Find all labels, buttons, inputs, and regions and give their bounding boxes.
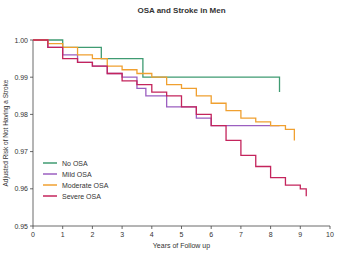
y-tick (30, 226, 33, 227)
x-tick-label: 7 (239, 231, 243, 238)
x-tick (270, 226, 271, 229)
y-tick-label: 1.00 (14, 37, 28, 44)
x-tick (122, 226, 123, 229)
y-axis (33, 40, 34, 226)
series-line (33, 40, 306, 196)
x-tick-label: 9 (298, 231, 302, 238)
legend: No OSA Mild OSA Moderate OSA Severe OSA (43, 160, 109, 200)
chart: OSA and Stroke in Men 0.95 0.96 0.97 0.98 0.9… (0, 0, 350, 255)
y-tick-label: 0.97 (14, 148, 28, 155)
legend-label: Moderate OSA (62, 182, 109, 189)
x-tick (211, 226, 212, 229)
y-tick (30, 40, 33, 41)
x-tick-label: 3 (120, 231, 124, 238)
x-tick-label: 6 (209, 231, 213, 238)
legend-swatch (43, 162, 57, 164)
legend-label: Severe OSA (62, 193, 101, 200)
x-tick (240, 226, 241, 229)
x-tick-label: 8 (269, 231, 273, 238)
y-tick (30, 151, 33, 152)
y-tick-label: 0.96 (14, 185, 28, 192)
x-tick-label: 2 (90, 231, 94, 238)
x-tick-label: 5 (180, 231, 184, 238)
y-tick (30, 188, 33, 189)
legend-swatch (43, 195, 57, 197)
y-tick-label: 0.98 (14, 111, 28, 118)
legend-swatch (43, 184, 57, 186)
y-tick (30, 77, 33, 78)
y-tick-label: 0.95 (14, 223, 28, 230)
y-tick-label: 0.99 (14, 74, 28, 81)
x-tick-label: 1 (61, 231, 65, 238)
x-tick (300, 226, 301, 229)
x-tick (33, 226, 34, 229)
legend-label: Mild OSA (62, 171, 92, 178)
x-tick (330, 226, 331, 229)
x-tick (92, 226, 93, 229)
x-tick (181, 226, 182, 229)
plot-area (33, 40, 306, 196)
x-tick-label: 0 (31, 231, 35, 238)
x-axis-label: Years of Follow up (153, 242, 210, 250)
legend-label: No OSA (62, 160, 88, 167)
y-tick (30, 114, 33, 115)
title: OSA and Stroke in Men (137, 6, 225, 15)
series-line (33, 40, 294, 140)
x-tick (62, 226, 63, 229)
legend-swatch (43, 173, 57, 175)
x-tick-label: 10 (326, 231, 334, 238)
series-line (33, 40, 280, 126)
x-tick (151, 226, 152, 229)
y-axis-label: Adjusted Risk of Not Having a Stroke (2, 79, 10, 186)
x-tick-label: 4 (150, 231, 154, 238)
